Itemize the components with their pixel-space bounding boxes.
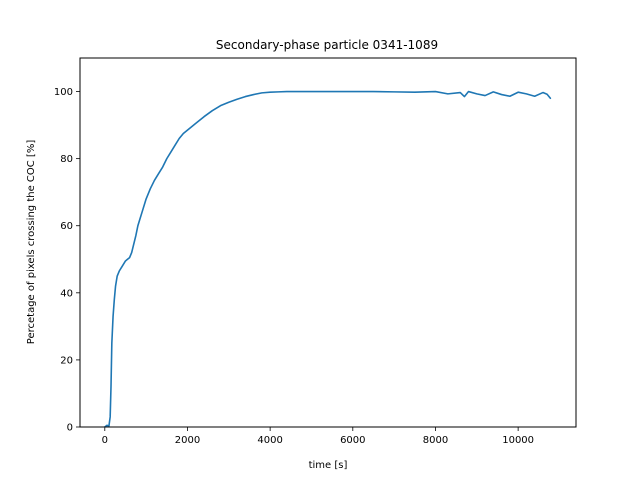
series-line bbox=[104, 90, 552, 428]
y-tick-label: 80 bbox=[60, 154, 73, 165]
y-tick-label: 100 bbox=[54, 87, 73, 98]
x-axis-label: time [s] bbox=[309, 460, 348, 471]
x-tick-label: 0 bbox=[102, 435, 108, 446]
plot-frame bbox=[79, 57, 577, 428]
axes: 0 2000 4000 6000 8000 10000 0 20 40 60 80 100 bbox=[54, 87, 534, 446]
series-group bbox=[104, 90, 552, 428]
y-tick-label: 40 bbox=[60, 288, 73, 299]
y-tick-label: 0 bbox=[67, 423, 73, 434]
y-tick-label: 20 bbox=[60, 355, 73, 366]
x-tick-label: 4000 bbox=[257, 435, 282, 446]
chart-title: Secondary-phase particle 0341-1089 bbox=[216, 38, 438, 52]
x-tick-label: 6000 bbox=[340, 435, 365, 446]
x-tick-label: 10000 bbox=[502, 435, 534, 446]
y-axis-label: Percetage of pixels crossing the COC [%] bbox=[26, 140, 37, 345]
x-tick-label: 8000 bbox=[423, 435, 448, 446]
x-tick-label: 2000 bbox=[175, 435, 200, 446]
y-tick-label: 60 bbox=[60, 221, 73, 232]
